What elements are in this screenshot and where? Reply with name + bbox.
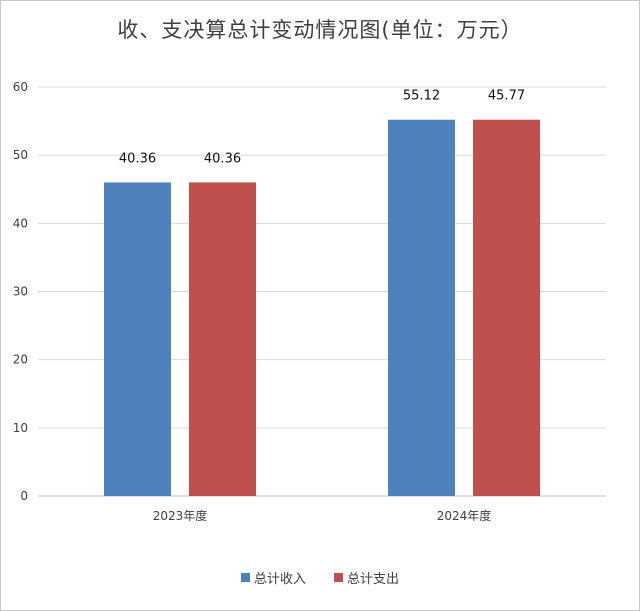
bar <box>189 182 256 496</box>
y-tick-label: 0 <box>20 489 28 503</box>
x-category-label: 2024年度 <box>437 508 492 523</box>
data-label: 40.36 <box>204 151 241 166</box>
bar <box>104 182 171 496</box>
y-tick-label: 10 <box>13 421 28 435</box>
bar-chart-plot: 0 10 20 30 40 50 60 40.36 40.36 2023年度 55.12 45.77 2… <box>13 80 606 523</box>
bar <box>473 119 540 496</box>
legend-item-expense: 总计支出 <box>334 568 399 587</box>
y-tick-label: 30 <box>13 285 28 299</box>
y-tick-label: 60 <box>13 80 28 94</box>
bar <box>388 119 455 496</box>
data-label: 45.77 <box>488 89 525 104</box>
y-tick-label: 40 <box>13 216 28 230</box>
legend-label-expense: 总计支出 <box>347 572 400 587</box>
chart-legend: 总计收入 总计支出 <box>0 568 640 587</box>
legend-swatch-expense <box>334 573 343 582</box>
chart-title: 收、支决算总计变动情况图(单位：万元） <box>117 18 523 42</box>
y-tick-label: 20 <box>13 353 28 367</box>
legend-swatch-income <box>240 573 250 582</box>
data-label: 40.36 <box>119 151 156 166</box>
data-label: 55.12 <box>403 89 440 104</box>
y-tick-label: 50 <box>13 148 28 162</box>
legend-label-income: 总计收入 <box>253 572 306 587</box>
x-category-label: 2023年度 <box>153 508 208 523</box>
legend-item-income: 总计收入 <box>240 568 306 587</box>
